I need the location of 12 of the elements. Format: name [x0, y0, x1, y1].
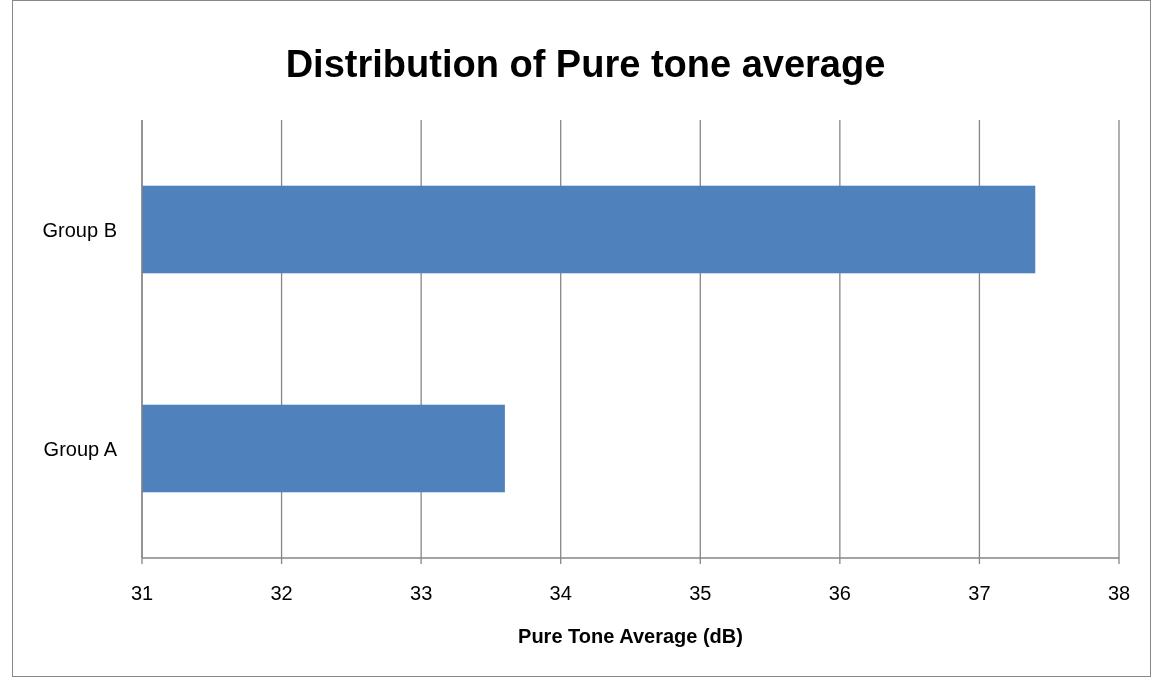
- x-tick-label: 33: [410, 582, 433, 604]
- x-axis-title: Pure Tone Average (dB): [518, 625, 743, 647]
- x-tick-label: 37: [968, 582, 991, 604]
- x-tick-label: 35: [689, 582, 712, 604]
- x-tick-label: 31: [130, 582, 154, 604]
- y-tick-label: Group A: [43, 437, 118, 460]
- y-tick-label: Group B: [42, 218, 117, 241]
- x-tick-label: 38: [1107, 582, 1131, 604]
- x-tick-label: 36: [828, 582, 851, 604]
- x-tick-label: 32: [270, 582, 293, 604]
- x-tick-label: 34: [549, 582, 572, 604]
- chart-title: Distribution of Pure tone average: [285, 43, 886, 85]
